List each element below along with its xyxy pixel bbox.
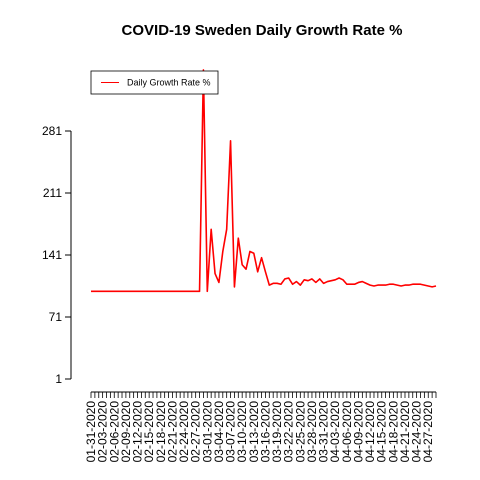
y-tick-label: 1 bbox=[55, 372, 62, 386]
y-tick-label: 141 bbox=[42, 248, 62, 262]
x-tick-label: 03-13-2020 bbox=[247, 401, 261, 463]
x-tick-label: 03-16-2020 bbox=[258, 401, 272, 463]
x-tick-label: 02-09-2020 bbox=[119, 401, 133, 463]
x-tick-label: 03-01-2020 bbox=[200, 401, 214, 463]
x-tick-label: 02-15-2020 bbox=[142, 401, 156, 463]
y-tick-label: 71 bbox=[49, 310, 63, 324]
x-tick-label: 04-27-2020 bbox=[421, 401, 435, 463]
x-tick-label: 02-24-2020 bbox=[177, 401, 191, 463]
x-tick-label: 04-21-2020 bbox=[398, 401, 412, 463]
x-tick-label: 03-10-2020 bbox=[235, 401, 249, 463]
x-tick-label: 03-04-2020 bbox=[212, 401, 226, 463]
x-tick-label: 03-25-2020 bbox=[293, 401, 307, 463]
x-tick-label: 04-06-2020 bbox=[340, 401, 354, 463]
x-tick-label: 02-06-2020 bbox=[107, 401, 121, 463]
legend: Daily Growth Rate % bbox=[90, 70, 219, 95]
legend-box bbox=[90, 70, 219, 95]
legend-entry: Daily Growth Rate % bbox=[127, 78, 211, 88]
x-tick-label: 03-19-2020 bbox=[270, 401, 284, 463]
y-tick-label: 281 bbox=[42, 124, 62, 138]
x-tick-label: 02-12-2020 bbox=[131, 401, 145, 463]
x-tick-label: 04-15-2020 bbox=[375, 401, 389, 463]
y-tick-label: 211 bbox=[43, 186, 62, 200]
x-tick-label: 02-27-2020 bbox=[189, 401, 203, 463]
x-tick-label: 03-07-2020 bbox=[224, 401, 238, 463]
x-tick-label: 04-09-2020 bbox=[351, 401, 365, 463]
x-tick-label: 04-24-2020 bbox=[410, 401, 424, 463]
x-tick-label: 03-22-2020 bbox=[282, 401, 296, 463]
x-tick-label: 04-12-2020 bbox=[363, 401, 377, 463]
x-tick-label: 04-18-2020 bbox=[386, 401, 400, 463]
x-tick-label: 04-03-2020 bbox=[328, 401, 342, 463]
x-tick-label: 03-31-2020 bbox=[317, 401, 331, 463]
x-axis: 01-31-202002-03-202002-06-202002-09-2020… bbox=[84, 391, 437, 463]
y-axis: 1 71 141 211 281 bbox=[42, 124, 72, 386]
x-tick-label: 01-31-2020 bbox=[84, 401, 98, 463]
series-line-daily-growth-rate bbox=[91, 69, 437, 293]
x-tick-label: 03-28-2020 bbox=[305, 401, 319, 463]
x-tick-label: 02-18-2020 bbox=[154, 401, 168, 463]
x-tick-label: 02-21-2020 bbox=[165, 401, 179, 463]
x-tick-label: 02-03-2020 bbox=[96, 401, 110, 463]
chart-title: COVID-19 Sweden Daily Growth Rate % bbox=[122, 22, 403, 39]
